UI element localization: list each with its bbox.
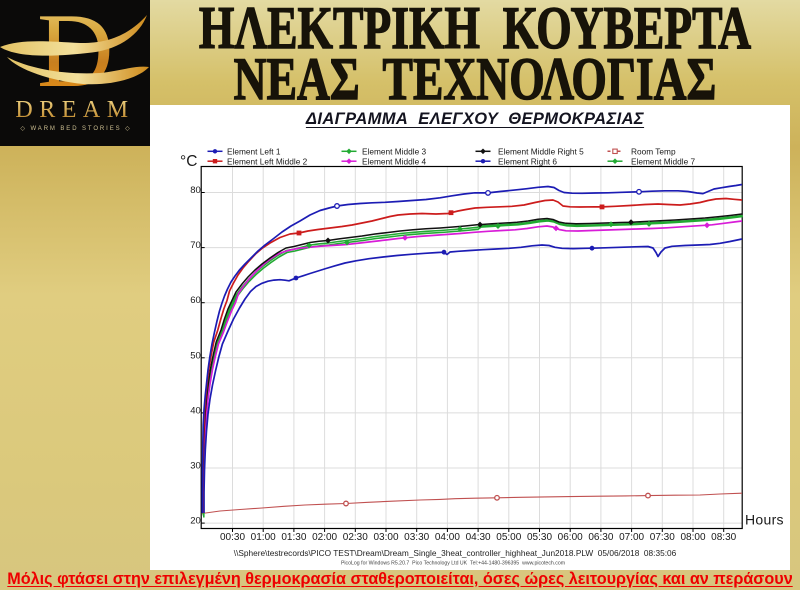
svg-text:Element Middle 3: Element Middle 3 (362, 147, 426, 157)
svg-text:70: 70 (190, 240, 201, 251)
svg-text:03:30: 03:30 (404, 532, 429, 543)
svg-text:Element Left 1: Element Left 1 (227, 147, 281, 157)
svg-text:50: 50 (190, 350, 201, 361)
svg-text:Element Middle Right 5: Element Middle Right 5 (498, 147, 584, 157)
svg-text:PicoLog for Windows R5.20.7 P: PicoLog for Windows R5.20.7 Pico Technol… (341, 561, 565, 567)
svg-text:07:30: 07:30 (650, 532, 675, 543)
svg-text:40: 40 (190, 405, 201, 416)
svg-text:Element Right 6: Element Right 6 (498, 156, 557, 166)
svg-text:80: 80 (190, 185, 201, 196)
svg-text:03:00: 03:00 (373, 532, 398, 543)
svg-text:02:30: 02:30 (343, 532, 368, 543)
svg-text:05:30: 05:30 (527, 532, 552, 543)
svg-text:07:00: 07:00 (619, 532, 644, 543)
svg-text:DREAM: DREAM (15, 97, 134, 123)
svg-text:00:30: 00:30 (220, 532, 245, 543)
svg-text:04:00: 04:00 (435, 532, 460, 543)
svg-text:06:00: 06:00 (558, 532, 583, 543)
svg-text:◇ WARM BED STORIES ◇: ◇ WARM BED STORIES ◇ (20, 126, 131, 132)
svg-text:04:30: 04:30 (466, 532, 491, 543)
svg-text:60: 60 (190, 295, 201, 306)
svg-text:Element Left Middle 2: Element Left Middle 2 (227, 156, 308, 166)
svg-text:°C: °C (180, 153, 197, 170)
svg-text:\\Sphere\testrecords\PICO TEST: \\Sphere\testrecords\PICO TEST\Dream\Dre… (234, 548, 677, 558)
svg-text:05:00: 05:00 (496, 532, 521, 543)
svg-text:Room Temp: Room Temp (631, 147, 676, 157)
svg-text:06:30: 06:30 (588, 532, 613, 543)
svg-text:08:00: 08:00 (680, 532, 705, 543)
svg-text:Element Middle 7: Element Middle 7 (631, 156, 695, 166)
svg-text:02:00: 02:00 (312, 532, 337, 543)
svg-text:Element Middle 4: Element Middle 4 (362, 156, 426, 166)
svg-text:01:00: 01:00 (251, 532, 276, 543)
svg-text:01:30: 01:30 (281, 532, 306, 543)
svg-text:08:30: 08:30 (711, 532, 736, 543)
svg-text:20: 20 (190, 516, 201, 527)
svg-text:Hours: Hours (745, 512, 784, 528)
svg-text:30: 30 (190, 461, 201, 472)
